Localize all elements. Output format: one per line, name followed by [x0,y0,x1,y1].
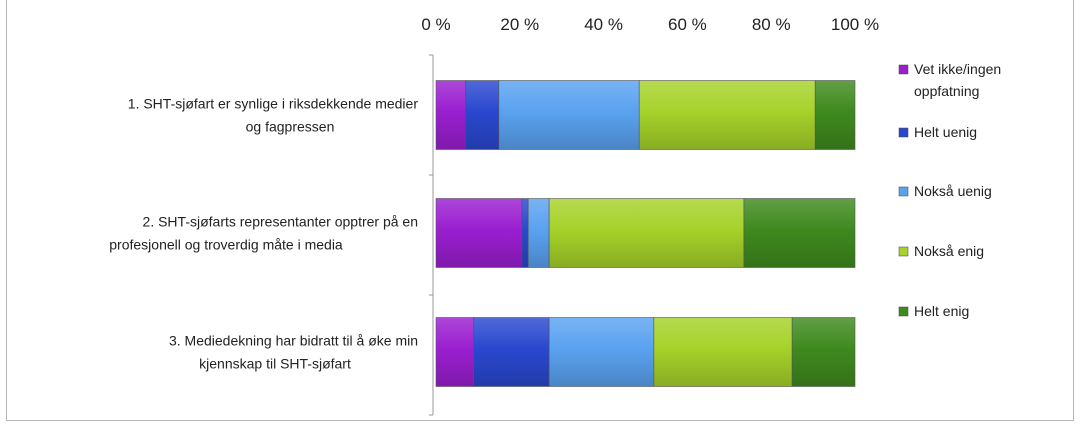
category-label: 1. SHT-sjøfart er synlige i riksdekkende… [128,96,419,112]
legend-swatch [898,186,909,197]
bars-layer [435,80,856,387]
x-tick-label: 60 % [668,15,707,34]
legend-label: Vet ikke/ingen [914,61,1001,77]
legend-label: oppfatning [914,83,979,99]
legend-label: Helt uenig [914,124,977,140]
category-label: og fagpressen [246,119,335,135]
category-label: 3. Mediedekning har bidratt til å øke mi… [169,333,418,349]
bar-segment [653,317,793,387]
x-tick-label: 0 % [421,15,450,34]
legend-swatch [898,246,909,257]
bar-segment [473,317,550,387]
x-tick-label: 20 % [500,15,539,34]
category-labels: 1. SHT-sjøfart er synlige i riksdekkende… [109,96,418,372]
legend-swatch [898,306,909,317]
category-label: 2. SHT-sjøfarts representanter opptrer p… [143,214,418,230]
legend-label: Nokså enig [914,243,984,259]
bar-segment [435,198,523,268]
bar-segment [743,198,856,268]
bar-segment [791,317,856,387]
legend-swatch [898,127,909,138]
category-label: profesjonell og troverdig måte i media [109,237,343,253]
legend-label: Nokså uenig [914,183,992,199]
legend: Vet ikke/ingen oppfatning Helt uenig Nokså … [898,61,1001,319]
legend-swatch [898,64,909,75]
bar-segment [435,317,475,387]
category-label: kjennskap til SHT-sjøfart [199,356,351,372]
bar-segment [548,317,655,387]
bar-segment [527,198,550,268]
legend-label: Helt enig [914,303,969,319]
bar-segment [465,80,500,150]
bar-segment [435,80,466,150]
bar-segment [638,80,816,150]
bar-segment [548,198,745,268]
x-tick-label: 80 % [752,15,791,34]
axis-layer: 0 % 20 % 40 % 60 % 80 % 100 % [421,15,879,416]
x-tick-label: 100 % [831,15,879,34]
bar-segment [498,80,640,150]
bar-segment [814,80,856,150]
bar-segment [521,198,529,268]
x-tick-label: 40 % [584,15,623,34]
